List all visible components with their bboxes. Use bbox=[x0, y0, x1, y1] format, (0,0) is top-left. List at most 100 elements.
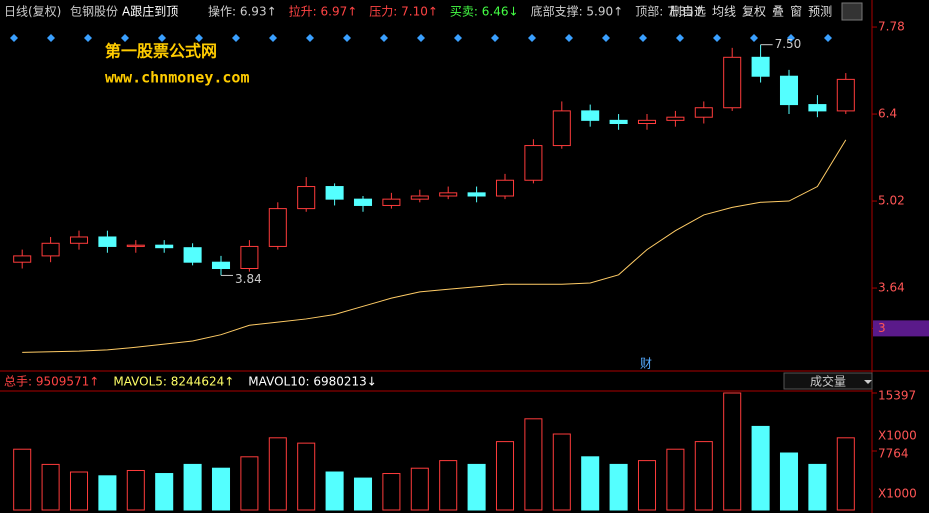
volume-bar bbox=[467, 463, 486, 511]
volume-bar bbox=[155, 473, 174, 511]
signal-diamond bbox=[47, 34, 55, 42]
signal-diamond bbox=[232, 34, 240, 42]
indicator-value: 买卖: 6.46↓ bbox=[450, 5, 519, 19]
candle-body bbox=[69, 236, 89, 244]
volume-bar bbox=[495, 441, 515, 511]
volume-bar bbox=[609, 463, 628, 511]
y-tick-label: 3 bbox=[878, 321, 886, 335]
volume-bar bbox=[268, 437, 287, 511]
signal-diamond bbox=[565, 34, 573, 42]
candle-body bbox=[41, 242, 60, 257]
watermark-title: 第一股票公式网 bbox=[105, 42, 217, 61]
y-tick-label: 3.64 bbox=[878, 281, 905, 295]
signal-diamond bbox=[528, 34, 536, 42]
candle-body bbox=[439, 192, 458, 197]
volume-bar bbox=[836, 437, 855, 511]
candle-body bbox=[524, 145, 543, 181]
volume-bar bbox=[723, 392, 742, 511]
candle-body bbox=[552, 110, 571, 147]
low-label: 3.84 bbox=[235, 272, 262, 286]
period[interactable]: 日线(复权) bbox=[4, 5, 61, 19]
volume-bar bbox=[779, 452, 799, 511]
indicator-value: 操作: 6.93↑ bbox=[208, 4, 277, 19]
candle-body bbox=[353, 198, 373, 206]
dropdown-arrow bbox=[864, 380, 872, 384]
candle-body bbox=[211, 261, 231, 269]
indicator-select[interactable] bbox=[783, 372, 873, 390]
indicator-value: 压力: 7.10↑ bbox=[369, 5, 438, 19]
toolbar-button[interactable]: 预测 bbox=[808, 5, 832, 19]
volume-bar bbox=[439, 460, 458, 511]
candle-body bbox=[410, 195, 429, 200]
volume-bar bbox=[808, 463, 827, 511]
y-tick-label: 7764 bbox=[878, 447, 909, 461]
volume-bar bbox=[13, 448, 32, 511]
y-tick-label: 6.4 bbox=[878, 107, 897, 121]
signal-diamond bbox=[491, 34, 499, 42]
candle-body bbox=[126, 244, 145, 247]
candle-body bbox=[325, 186, 344, 200]
indicator-value: 底部支撑: 5.90↑ bbox=[531, 4, 624, 19]
signal-diamond bbox=[10, 34, 18, 42]
unit-label: X1000 bbox=[878, 429, 917, 443]
candle-body bbox=[751, 56, 770, 77]
candle-body bbox=[609, 119, 628, 124]
indicator-value: 顶部: 7.35↑ bbox=[635, 4, 704, 19]
candle-body bbox=[836, 78, 855, 112]
signal-diamond bbox=[824, 34, 832, 42]
toolbar-button[interactable]: 均线 bbox=[712, 5, 736, 19]
volume-bar bbox=[751, 425, 770, 511]
y-tick-label: 15397 bbox=[878, 389, 916, 403]
support-line bbox=[22, 139, 847, 353]
volume-bar bbox=[98, 475, 117, 511]
candle-body bbox=[382, 198, 401, 206]
y-tick-label: 7.78 bbox=[878, 20, 905, 34]
volume-bar bbox=[552, 433, 571, 511]
formula-name[interactable]: A跟庄到顶 bbox=[122, 4, 178, 19]
candle-body bbox=[467, 192, 486, 197]
signal-diamond bbox=[380, 34, 388, 42]
candle-body bbox=[637, 119, 657, 124]
candle-body bbox=[155, 244, 174, 249]
signal-diamond bbox=[343, 34, 351, 42]
candle-body bbox=[183, 247, 202, 263]
volume-bar bbox=[637, 460, 657, 511]
signal-diamond bbox=[676, 34, 684, 42]
volume-bar bbox=[524, 418, 543, 511]
signal-diamond bbox=[639, 34, 647, 42]
stock-name: 包钢股份 bbox=[70, 5, 118, 19]
volume-bar bbox=[183, 463, 202, 511]
volume-bar bbox=[211, 467, 231, 511]
volume-bar bbox=[240, 456, 259, 511]
current-price-box bbox=[873, 320, 929, 337]
toolbar-button[interactable]: 复权 bbox=[742, 5, 766, 19]
signal-diamond bbox=[417, 34, 425, 42]
volume-legend: 总手: 9509571↑ bbox=[4, 375, 99, 389]
signal-diamond bbox=[750, 34, 758, 42]
volume-bar bbox=[382, 473, 401, 511]
toolbar-button[interactable]: 删自选 bbox=[670, 5, 706, 19]
toolbar: 日线(复权) 包钢股份 A跟庄到顶 bbox=[4, 4, 178, 19]
signal-diamond bbox=[454, 34, 462, 42]
signal-diamond bbox=[306, 34, 314, 42]
candle-body bbox=[723, 56, 742, 109]
candle-body bbox=[13, 255, 32, 263]
signal-diamond bbox=[713, 34, 721, 42]
high-label: 7.50 bbox=[775, 37, 802, 51]
candle-body bbox=[666, 116, 685, 121]
toolbar-button[interactable]: 叠 bbox=[772, 5, 784, 19]
event-marker[interactable]: 财 bbox=[640, 357, 652, 371]
candle-body bbox=[297, 186, 316, 210]
candle-body bbox=[694, 107, 713, 118]
signal-diamond bbox=[602, 34, 610, 42]
volume-bar bbox=[41, 463, 60, 511]
nav-button[interactable] bbox=[841, 2, 863, 21]
volume-bar bbox=[325, 471, 344, 511]
unit-label: X1000 bbox=[878, 487, 917, 501]
y-tick-label: 5.02 bbox=[878, 194, 905, 208]
volume-bar bbox=[666, 448, 685, 511]
volume-bar bbox=[353, 477, 373, 511]
toolbar-button[interactable]: 窗 bbox=[790, 5, 802, 19]
